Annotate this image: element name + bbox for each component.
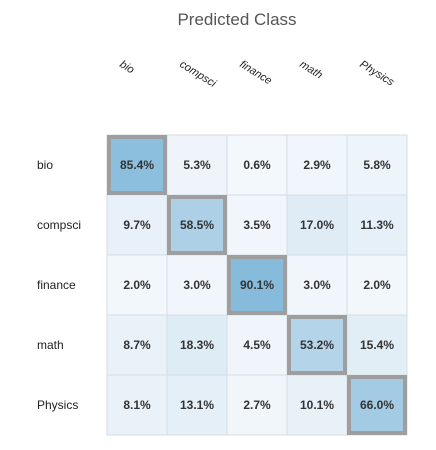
- cell-value-label: 5.8%: [363, 158, 391, 172]
- matrix-cell: [106, 374, 168, 436]
- diagonal-highlight-border: [107, 135, 167, 195]
- cell-value-label: 8.7%: [123, 338, 151, 352]
- matrix-cell: [346, 314, 408, 376]
- cell-value-label: 2.9%: [303, 158, 331, 172]
- matrix-cells: [106, 134, 408, 436]
- matrix-cell: [106, 194, 168, 256]
- cell-value-label: 58.5%: [180, 218, 214, 232]
- row-label: compsci: [37, 218, 81, 232]
- cell-value-label: 90.1%: [240, 278, 274, 292]
- matrix-cell: [106, 134, 168, 196]
- cell-value-label: 0.6%: [243, 158, 271, 172]
- cell-value-label: 17.0%: [300, 218, 334, 232]
- column-labels: bio compsci finance math Physics: [117, 58, 396, 90]
- cell-value-label: 3.0%: [183, 278, 211, 292]
- cell-value-label: 8.1%: [123, 398, 151, 412]
- cell-value-label: 15.4%: [360, 338, 394, 352]
- matrix-cell: [166, 314, 228, 376]
- matrix-cell: [286, 314, 348, 376]
- matrix-cell: [106, 314, 168, 376]
- chart-title: Predicted Class: [177, 10, 296, 29]
- matrix-cell: [166, 134, 228, 196]
- matrix-cell-values: 85.4% 5.3% 0.6% 2.9% 5.8% 9.7% 58.5% 3.5% 17.0% 1…: [120, 158, 394, 412]
- cell-value-label: 10.1%: [300, 398, 334, 412]
- cell-value-label: 2.0%: [363, 278, 391, 292]
- column-label: Physics: [357, 58, 396, 89]
- cell-value-label: 9.7%: [123, 218, 151, 232]
- row-label: bio: [37, 158, 53, 172]
- matrix-cell: [226, 134, 288, 196]
- diagonal-highlight-border: [167, 195, 227, 255]
- matrix-cell: [166, 254, 228, 316]
- diagonal-highlights: [107, 135, 407, 435]
- cell-value-label: 13.1%: [180, 398, 214, 412]
- cell-value-label: 2.0%: [123, 278, 151, 292]
- cell-value-label: 66.0%: [360, 398, 394, 412]
- matrix-cell: [226, 314, 288, 376]
- column-label: bio: [117, 58, 136, 76]
- matrix-cell: [346, 194, 408, 256]
- column-label: compsci: [177, 58, 218, 90]
- matrix-cell: [346, 374, 408, 436]
- cell-value-label: 53.2%: [300, 338, 334, 352]
- cell-value-label: 5.3%: [183, 158, 211, 172]
- diagonal-highlight-border: [287, 315, 347, 375]
- matrix-cell: [166, 374, 228, 436]
- diagonal-highlight-border: [227, 255, 287, 315]
- cell-value-label: 3.0%: [303, 278, 331, 292]
- cell-value-label: 3.5%: [243, 218, 271, 232]
- cell-value-label: 2.7%: [243, 398, 271, 412]
- column-label: math: [297, 58, 324, 81]
- column-label: finance: [237, 58, 273, 87]
- cell-value-label: 4.5%: [243, 338, 271, 352]
- row-label: math: [37, 338, 64, 352]
- diagonal-highlight-border: [347, 375, 407, 435]
- cell-value-label: 18.3%: [180, 338, 214, 352]
- cell-value-label: 85.4%: [120, 158, 154, 172]
- matrix-cell: [226, 374, 288, 436]
- row-labels: bio compsci finance math Physics: [37, 158, 81, 412]
- row-label: Physics: [37, 398, 78, 412]
- matrix-cell: [286, 254, 348, 316]
- row-label: finance: [37, 278, 76, 292]
- cell-value-label: 11.3%: [360, 218, 394, 232]
